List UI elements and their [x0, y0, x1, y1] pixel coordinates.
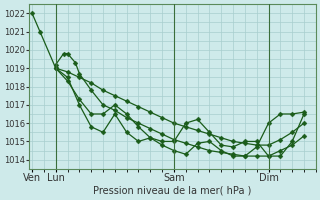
X-axis label: Pression niveau de la mer( hPa ): Pression niveau de la mer( hPa ): [93, 186, 252, 196]
